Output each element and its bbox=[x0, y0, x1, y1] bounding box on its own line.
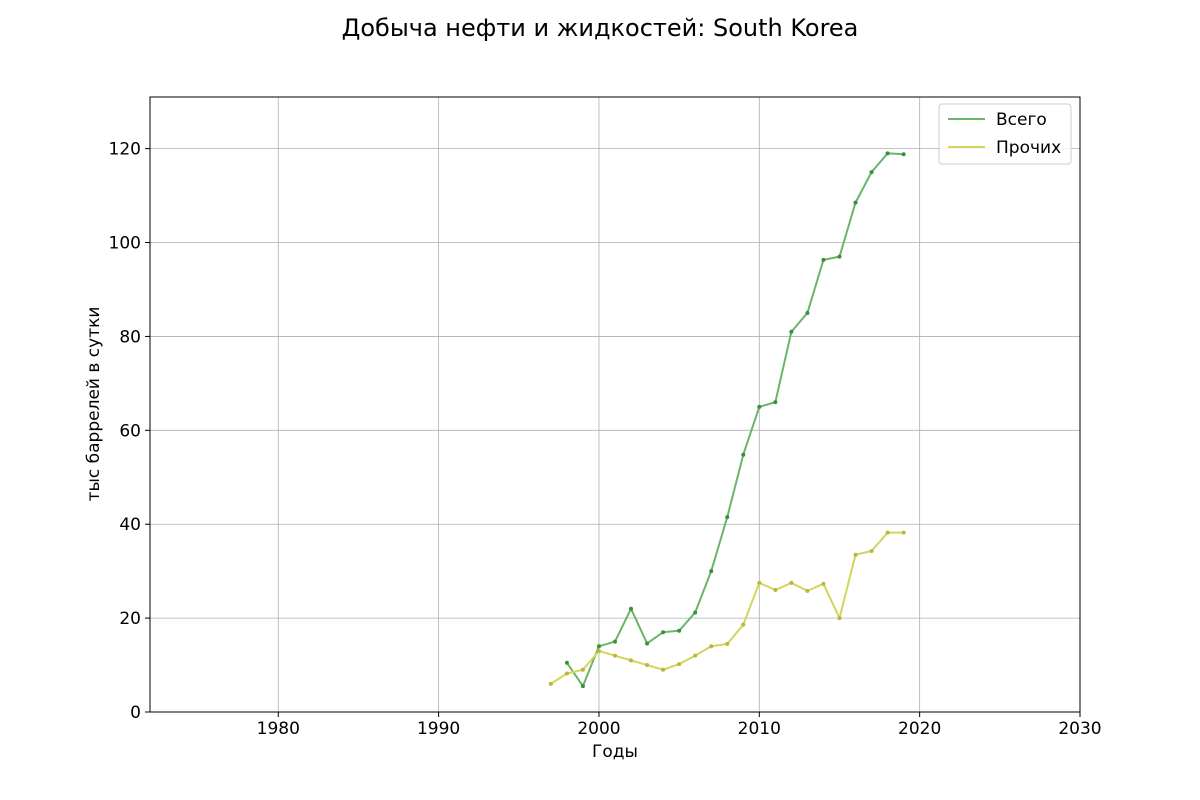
data-point-other bbox=[709, 644, 714, 649]
data-point-other bbox=[693, 653, 698, 658]
data-point-other bbox=[677, 662, 682, 667]
y-tick-label: 0 bbox=[130, 703, 141, 723]
data-point-total bbox=[613, 639, 617, 644]
data-point-total bbox=[645, 641, 650, 646]
chart-title: Добыча нефти и жидкостей: South Korea bbox=[342, 14, 859, 42]
data-point-other bbox=[901, 530, 906, 535]
y-tick-label: 80 bbox=[119, 327, 141, 347]
data-point-other bbox=[805, 588, 810, 593]
data-point-total bbox=[789, 329, 794, 334]
y-tick-label: 100 bbox=[109, 234, 141, 254]
axis-ticks: 1980 1990 2000 2010 2020 2030 0 20 40 60 80 100 120 bbox=[109, 140, 1102, 739]
data-point-other bbox=[757, 580, 762, 585]
y-axis-label: тыс баррелей в сутки bbox=[84, 307, 104, 502]
series-layer bbox=[548, 151, 906, 689]
data-point-other bbox=[773, 587, 778, 592]
data-point-other bbox=[869, 548, 874, 553]
data-point-other bbox=[629, 658, 634, 663]
data-point-other bbox=[837, 616, 842, 621]
data-point-total bbox=[693, 610, 698, 615]
data-point-total bbox=[853, 200, 858, 205]
legend-label-other: Прочих bbox=[996, 138, 1061, 158]
data-point-total bbox=[564, 660, 569, 665]
x-tick-label: 2020 bbox=[898, 719, 941, 739]
x-tick-label: 1990 bbox=[417, 719, 460, 739]
y-tick-label: 120 bbox=[109, 140, 141, 160]
data-point-other bbox=[741, 622, 746, 627]
series-line-total bbox=[565, 152, 905, 688]
data-point-total bbox=[629, 606, 634, 611]
y-tick-label: 40 bbox=[119, 515, 141, 535]
x-tick-label: 2030 bbox=[1058, 719, 1101, 739]
data-point-total bbox=[709, 569, 714, 574]
data-point-total bbox=[580, 684, 585, 689]
data-point-total bbox=[773, 400, 778, 405]
y-tick-label: 20 bbox=[119, 609, 141, 629]
data-point-total bbox=[661, 630, 666, 635]
data-point-total bbox=[725, 515, 730, 520]
data-point-total bbox=[596, 644, 601, 649]
data-point-other bbox=[853, 552, 858, 557]
y-tick-label: 60 bbox=[119, 421, 141, 441]
legend: Всего Прочих bbox=[938, 103, 1072, 165]
data-point-other bbox=[885, 530, 890, 535]
data-point-other bbox=[548, 681, 553, 686]
data-point-total bbox=[821, 257, 826, 262]
data-point-total bbox=[741, 452, 746, 457]
data-point-total bbox=[869, 170, 874, 175]
data-point-total bbox=[677, 628, 682, 633]
data-point-other bbox=[789, 580, 794, 585]
legend-label-total: Всего bbox=[996, 110, 1047, 130]
data-point-other bbox=[645, 663, 650, 668]
data-point-total bbox=[901, 152, 906, 157]
x-tick-label: 1980 bbox=[257, 719, 300, 739]
data-point-total bbox=[805, 310, 810, 315]
data-point-other bbox=[580, 667, 585, 672]
x-tick-label: 2000 bbox=[577, 719, 620, 739]
data-point-total bbox=[885, 151, 890, 156]
data-point-other bbox=[564, 671, 569, 676]
series-line-other bbox=[549, 531, 905, 685]
data-point-total bbox=[837, 254, 842, 259]
data-point-other bbox=[613, 653, 617, 658]
data-point-other bbox=[725, 641, 730, 646]
data-point-total bbox=[757, 404, 762, 409]
grid bbox=[150, 97, 1081, 713]
data-point-other bbox=[596, 648, 601, 653]
x-axis-label: Годы bbox=[592, 742, 638, 762]
data-point-other bbox=[821, 581, 826, 586]
data-point-other bbox=[661, 667, 666, 672]
x-tick-label: 2010 bbox=[738, 719, 781, 739]
plot-area bbox=[149, 96, 1081, 713]
